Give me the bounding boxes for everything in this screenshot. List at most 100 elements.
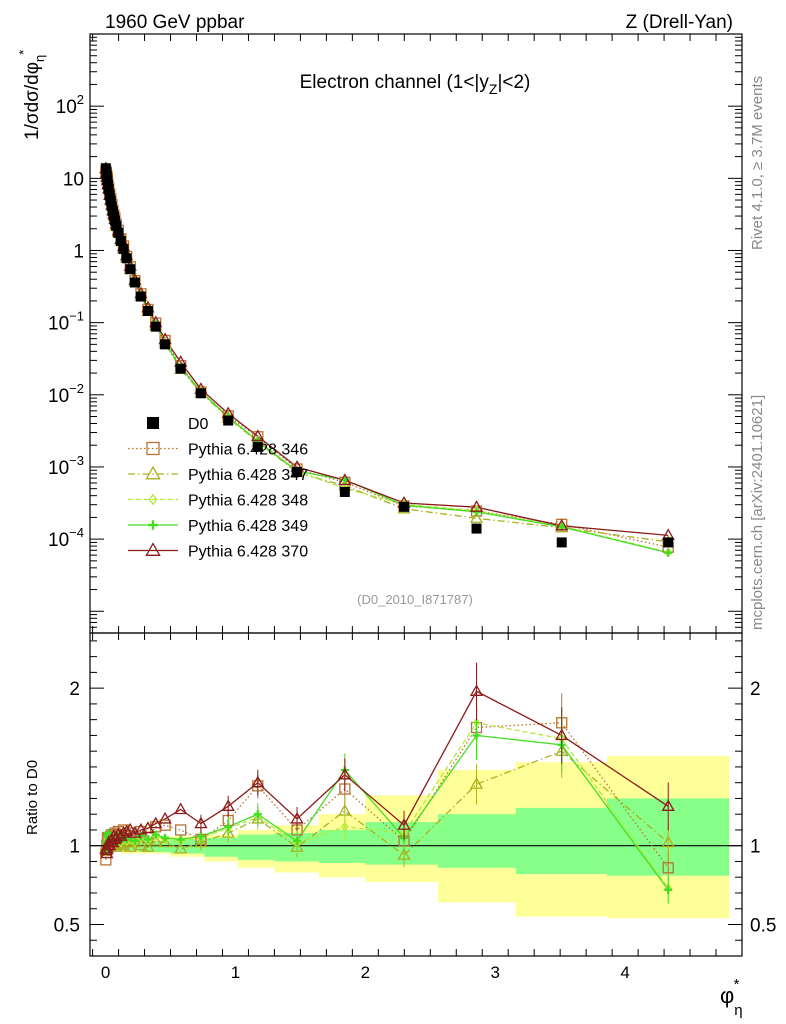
ratio-point-s349: [176, 835, 185, 844]
main-point-data: [160, 339, 171, 350]
ratio-point-s370: [251, 775, 265, 788]
main-point-data: [111, 220, 122, 231]
y-tick-label-ratio-left: 2: [69, 679, 80, 700]
ratio-point-s348: [341, 821, 349, 832]
main-point-data: [339, 486, 350, 497]
y-tick-label-ratio-right: 2: [750, 679, 761, 700]
ratio-point-s370: [120, 824, 134, 837]
ratio-point-s347: [134, 838, 148, 851]
legend-marker-s348: [148, 493, 158, 506]
main-point-data: [121, 253, 132, 264]
legend-label-s346: Pythia 6.428 346: [188, 442, 308, 459]
ratio-point-s370: [469, 684, 484, 696]
main-point-data: [471, 523, 482, 534]
legend-marker-s347: [145, 465, 161, 480]
ratio-point-s346: [159, 819, 171, 831]
main-point-s370: [251, 429, 265, 441]
x-tick-label: 2: [361, 963, 370, 982]
x-tick-label: 3: [490, 963, 499, 982]
y-axis-label-main: 1/σdσ/dφη*: [16, 50, 47, 140]
ratio-band-inner: [516, 807, 607, 875]
x-tick-label: 4: [620, 963, 629, 982]
main-point-data: [663, 537, 674, 548]
main-point-data: [142, 305, 153, 316]
ratio-point-s370: [149, 816, 163, 829]
main-point-data: [292, 467, 303, 478]
ratio-point-s349: [151, 830, 160, 839]
y-tick-label-ratio-left: 1: [69, 837, 80, 858]
ratio-point-s370: [338, 767, 352, 780]
analysis-id: (D0_2010_I871787): [357, 592, 473, 607]
y-tick-label-main: 10−3: [48, 453, 84, 479]
main-point-s347: [469, 511, 484, 523]
ratio-band-inner: [365, 822, 439, 865]
y-tick-label-main: 10: [63, 169, 84, 190]
y-axis-label-ratio: Ratio to D0: [24, 760, 41, 835]
main-point-data: [118, 243, 129, 254]
legend-label-s349: Pythia 6.428 349: [188, 518, 308, 535]
x-axis-label: φη*: [720, 976, 743, 1019]
ratio-point-s349: [161, 833, 170, 842]
main-point-data: [175, 363, 186, 374]
header-left: 1960 GeV ppbar: [105, 12, 245, 33]
legend-label-s348: Pythia 6.428 348: [188, 493, 308, 510]
x-tick-label: 1: [231, 963, 240, 982]
ratio-point-s347: [149, 833, 163, 846]
ratio-band-inner: [238, 834, 275, 860]
y-tick-label-main: 1: [73, 241, 84, 262]
side-mcplots-label: mcplots.cern.ch [arXiv:2401.10621]: [749, 395, 766, 630]
legend-label-s370: Pythia 6.428 370: [188, 544, 308, 561]
legend-label-s347: Pythia 6.428 347: [188, 467, 308, 484]
legend-marker-s346: [146, 441, 160, 456]
chart-title: Electron channel (1<|yZ|<2): [300, 72, 531, 97]
ratio-point-s347: [141, 840, 155, 852]
main-point-s349: [472, 507, 481, 516]
ratio-point-s370: [194, 816, 208, 829]
main-point-data: [556, 537, 567, 548]
main-point-data: [399, 501, 410, 512]
y-tick-label-main: 10−4: [48, 525, 84, 551]
ratio-point-s370: [174, 802, 188, 815]
main-point-data: [105, 195, 116, 206]
y-tick-label-main: 102: [56, 92, 84, 118]
ratio-point-s349: [130, 836, 139, 845]
main-point-data: [150, 321, 161, 332]
ratio-point-s347: [661, 835, 675, 848]
y-tick-label-ratio-right: 0.5: [750, 915, 776, 936]
legend-marker-s370: [145, 542, 161, 556]
ratio-point-s349: [664, 885, 673, 894]
y-tick-label-main: 10−2: [48, 381, 84, 407]
main-point-data: [109, 215, 120, 226]
ratio-band-inner: [438, 814, 517, 868]
y-tick-label-main: 10−1: [48, 309, 84, 335]
y-tick-label-ratio-right: 1: [750, 837, 761, 858]
ratio-point-s346: [175, 824, 187, 836]
main-panel: 10−4 10−3 10−2 10−1 1 10 102: [48, 33, 743, 956]
main-point-s349: [664, 548, 673, 557]
ratio-point-s370: [661, 799, 675, 811]
ratio-band-inner: [138, 840, 171, 853]
header-right: Z (Drell-Yan): [626, 12, 733, 33]
ratio-point-s370: [123, 822, 137, 835]
main-point-data: [113, 227, 124, 238]
main-point-data: [135, 291, 146, 302]
ratio-frame: [89, 632, 743, 957]
ratio-point-s370: [158, 811, 172, 824]
ratio-point-s349: [253, 810, 262, 819]
ratio-point-s349: [196, 832, 205, 841]
ratio-point-s347: [158, 835, 172, 848]
main-point-s370: [469, 500, 484, 512]
ratio-point-s349: [472, 731, 481, 740]
ratio-point-s349: [293, 836, 302, 845]
ratio-point-s347: [397, 848, 411, 860]
main-point-data: [195, 388, 206, 399]
ratio-band-inner: [318, 829, 366, 864]
ratio-point-s370: [290, 811, 304, 824]
main-point-data: [104, 190, 115, 201]
ratio-point-s370: [397, 818, 411, 830]
main-series-line-s347: [105, 168, 669, 543]
ratio-point-s349: [224, 822, 233, 831]
main-point-data: [115, 236, 126, 247]
ratio-point-s346: [662, 862, 674, 874]
